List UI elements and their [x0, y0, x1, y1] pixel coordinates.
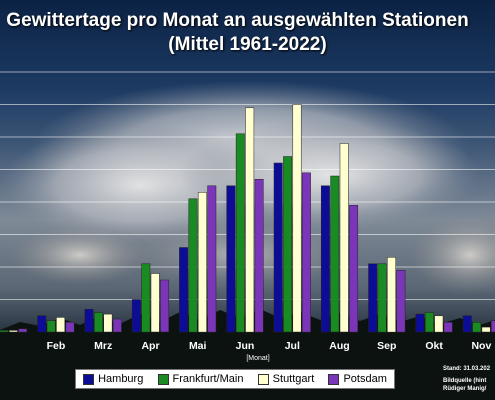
bar-frankfurt-nov	[472, 322, 482, 333]
legend-swatch-hamburg	[83, 373, 95, 385]
x-tick-sep: Sep	[377, 340, 396, 352]
legend-label-stuttgart: Stuttgart	[272, 373, 315, 385]
bar-potsdam-jun	[254, 179, 264, 333]
bar-stuttgart-aug	[339, 143, 349, 333]
legend-label-hamburg: Hamburg	[98, 373, 144, 385]
legend: Hamburg Frankfurt/Main Stuttgart Potsdam	[75, 369, 395, 389]
x-axis-label: [Monat]	[246, 355, 269, 362]
chart-subtitle: (Mittel 1961-2022)	[168, 34, 327, 55]
bar-potsdam-mrz	[112, 318, 122, 333]
bar-potsdam-okt	[443, 322, 453, 333]
image-credit: Bildquelle (hint	[443, 378, 487, 384]
bar-hamburg-jun	[226, 185, 236, 333]
legend-item-frankfurt: Frankfurt/Main	[157, 373, 244, 385]
bar-stuttgart-mai	[197, 192, 207, 333]
bar-potsdam-feb	[65, 322, 75, 333]
legend-label-potsdam: Potsdam	[343, 373, 387, 385]
bar-hamburg-nov	[462, 315, 472, 333]
x-tick-labels: Feb Mrz Apr Mai Jun Jul Aug Sep Okt Nov	[47, 340, 492, 352]
x-tick-okt: Okt	[425, 340, 443, 352]
bar-potsdam-jan	[18, 328, 28, 333]
bar-stuttgart-apr	[150, 273, 160, 333]
bar-potsdam-mai	[207, 185, 217, 333]
legend-item-potsdam: Potsdam	[328, 373, 387, 385]
x-tick-jun: Jun	[236, 340, 255, 352]
bar-hamburg-okt	[415, 313, 425, 333]
data-date-note: Stand: 31.03.202	[443, 366, 491, 372]
chart-title: Gewittertage pro Monat an ausgewählten S…	[6, 10, 469, 31]
bar-stuttgart-feb	[56, 317, 66, 333]
x-tick-nov: Nov	[471, 340, 491, 352]
bar-potsdam-nov	[491, 320, 495, 333]
x-tick-feb: Feb	[47, 340, 66, 352]
bar-hamburg-apr	[131, 299, 141, 333]
x-tick-mai: Mai	[189, 340, 207, 352]
bar-stuttgart-mrz	[103, 313, 113, 333]
bar-stuttgart-jun	[245, 107, 255, 333]
bar-frankfurt-aug	[330, 175, 340, 333]
bar-stuttgart-nov	[481, 326, 491, 333]
bar-frankfurt-sep	[377, 263, 387, 333]
bar-frankfurt-jun	[235, 133, 245, 333]
legend-item-hamburg: Hamburg	[83, 373, 143, 385]
bar-stuttgart-jul	[292, 104, 302, 333]
bar-stuttgart-sep	[387, 257, 396, 333]
image-credit-author: Rüdiger Manig/	[443, 386, 487, 392]
bar-frankfurt-jul	[283, 156, 293, 333]
x-tick-mrz: Mrz	[94, 340, 112, 352]
bar-hamburg-feb	[37, 315, 47, 333]
x-tick-apr: Apr	[141, 340, 159, 352]
bar-hamburg-aug	[320, 185, 330, 333]
bar-potsdam-aug	[349, 205, 359, 333]
x-tick-aug: Aug	[329, 340, 349, 352]
legend-label-frankfurt: Frankfurt/Main	[172, 373, 244, 385]
bar-hamburg-sep	[368, 263, 378, 333]
bar-frankfurt-mrz	[94, 312, 103, 333]
bar-frankfurt-mai	[188, 198, 198, 333]
bar-hamburg-jul	[273, 162, 283, 333]
bar-potsdam-sep	[396, 270, 406, 333]
bar-frankfurt-feb	[46, 320, 56, 333]
bar-frankfurt-okt	[424, 312, 434, 333]
bar-stuttgart-okt	[434, 315, 444, 333]
legend-swatch-potsdam	[328, 373, 340, 385]
bar-stuttgart-jan	[8, 330, 18, 333]
bar-frankfurt-apr	[141, 263, 151, 333]
bars	[0, 104, 495, 333]
legend-item-stuttgart: Stuttgart	[257, 373, 315, 385]
bar-potsdam-jul	[301, 172, 311, 333]
bar-hamburg-mrz	[84, 309, 94, 333]
legend-swatch-stuttgart	[257, 373, 269, 385]
legend-swatch-frankfurt	[157, 373, 169, 385]
x-tick-jul: Jul	[285, 340, 300, 352]
bar-frankfurt-jan	[0, 330, 9, 333]
bar-potsdam-apr	[160, 279, 170, 333]
bar-hamburg-mai	[179, 247, 189, 333]
